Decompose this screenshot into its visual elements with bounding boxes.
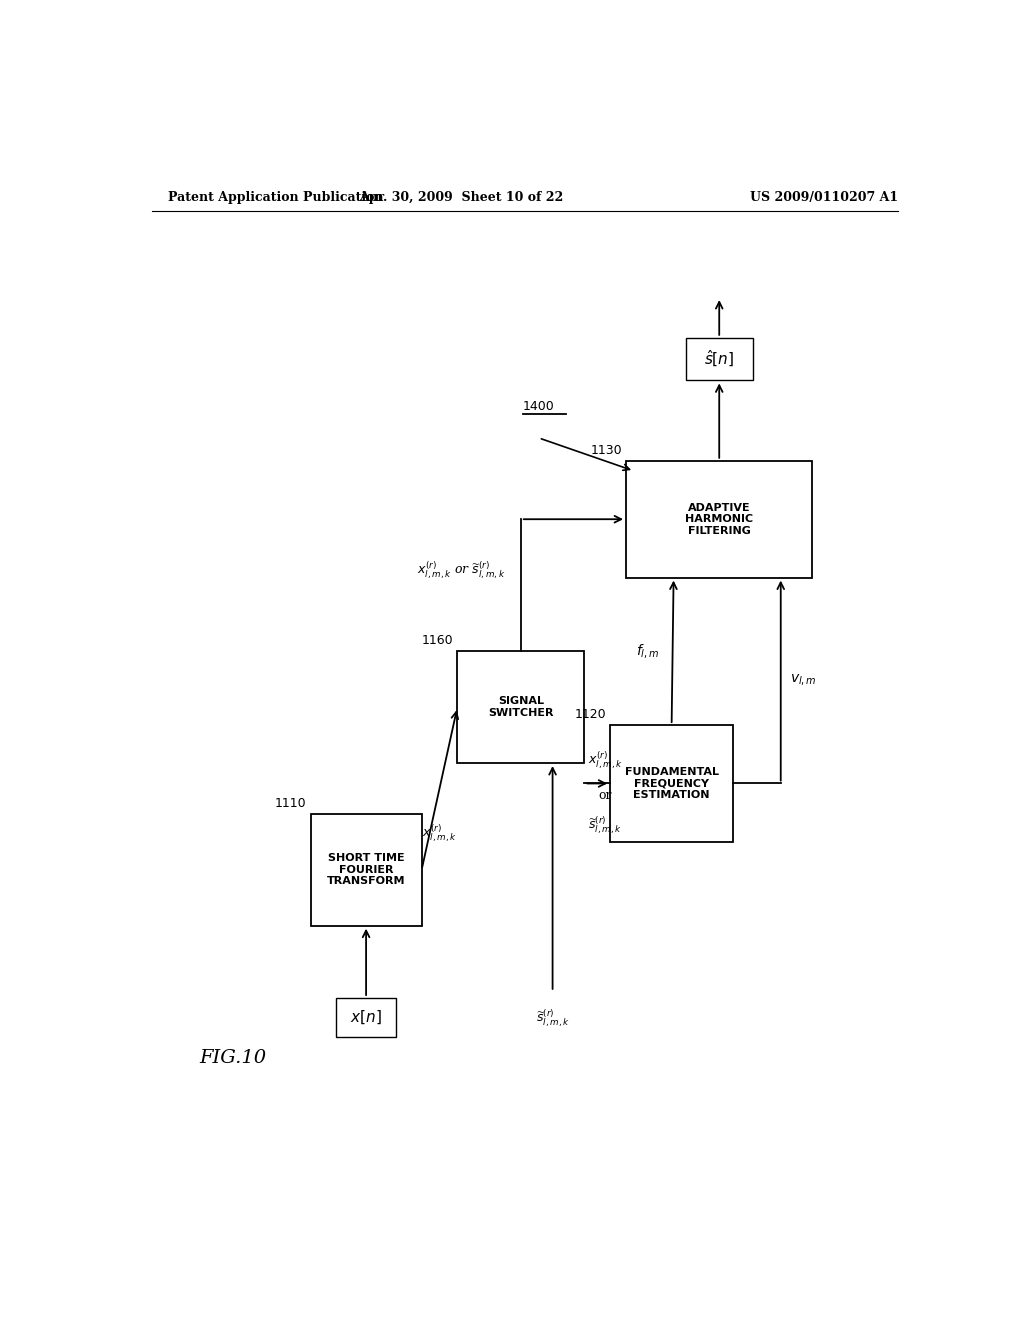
Text: ADAPTIVE
HARMONIC
FILTERING: ADAPTIVE HARMONIC FILTERING: [685, 503, 754, 536]
Text: or: or: [598, 788, 612, 801]
FancyBboxPatch shape: [626, 461, 812, 578]
Text: Patent Application Publication: Patent Application Publication: [168, 190, 383, 203]
Text: $x_{l,m,k}^{(r)}$: $x_{l,m,k}^{(r)}$: [422, 822, 457, 845]
Text: $x_{l,m,k}^{(r)}$ or $\widetilde{s}_{l,m,k}^{(r)}$: $x_{l,m,k}^{(r)}$ or $\widetilde{s}_{l,m…: [417, 560, 505, 581]
Text: $x_{l,m,k}^{(r)}$: $x_{l,m,k}^{(r)}$: [588, 750, 623, 771]
FancyBboxPatch shape: [685, 338, 753, 380]
Text: 1120: 1120: [574, 708, 606, 721]
FancyBboxPatch shape: [310, 814, 422, 925]
Text: $x[n]$: $x[n]$: [350, 1008, 382, 1026]
FancyBboxPatch shape: [336, 998, 396, 1036]
Text: $\widetilde{s}_{l,m,k}^{(r)}$: $\widetilde{s}_{l,m,k}^{(r)}$: [536, 1007, 569, 1028]
Text: SHORT TIME
FOURIER
TRANSFORM: SHORT TIME FOURIER TRANSFORM: [327, 853, 406, 887]
Text: $\widetilde{s}_{l,m,k}^{(r)}$: $\widetilde{s}_{l,m,k}^{(r)}$: [588, 814, 623, 836]
Text: $v_{l,m}$: $v_{l,m}$: [791, 673, 817, 688]
Text: $f_{l,m}$: $f_{l,m}$: [636, 643, 659, 660]
Text: US 2009/0110207 A1: US 2009/0110207 A1: [750, 190, 898, 203]
FancyBboxPatch shape: [610, 725, 733, 842]
Text: Apr. 30, 2009  Sheet 10 of 22: Apr. 30, 2009 Sheet 10 of 22: [359, 190, 563, 203]
Text: $\hat{s}[n]$: $\hat{s}[n]$: [705, 348, 734, 370]
Text: 1160: 1160: [422, 635, 454, 647]
Text: SIGNAL
SWITCHER: SIGNAL SWITCHER: [488, 697, 554, 718]
Text: FUNDAMENTAL
FREQUENCY
ESTIMATION: FUNDAMENTAL FREQUENCY ESTIMATION: [625, 767, 719, 800]
Text: 1400: 1400: [523, 400, 555, 412]
Text: 1110: 1110: [274, 797, 306, 810]
Text: 1130: 1130: [591, 444, 622, 457]
Text: FIG.10: FIG.10: [200, 1049, 266, 1067]
FancyBboxPatch shape: [458, 651, 585, 763]
